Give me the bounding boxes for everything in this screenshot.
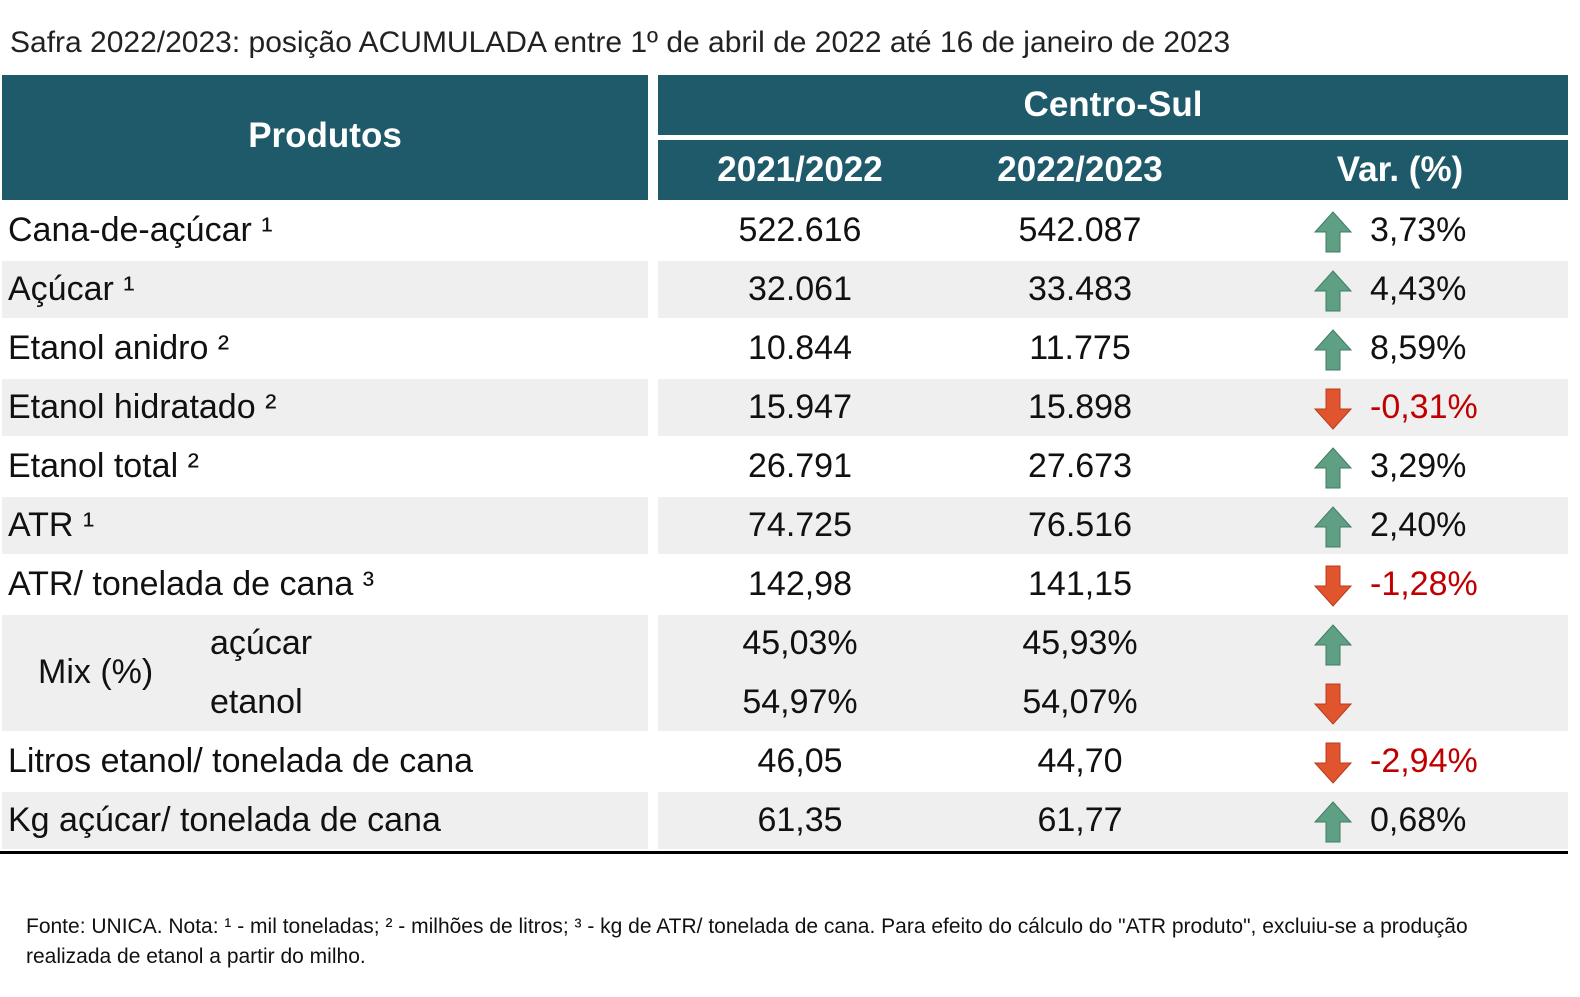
footnote: Fonte: UNICA. Nota: ¹ - mil toneladas; ²… xyxy=(26,915,1468,968)
value: 141,15 xyxy=(1028,565,1132,603)
row-label: ATR/ tonelada de cana ³ xyxy=(8,565,375,603)
row-label: Etanol total ² xyxy=(8,447,199,485)
row-bg xyxy=(2,261,648,318)
value: 61,77 xyxy=(1037,801,1123,839)
value: 142,98 xyxy=(748,565,852,603)
variation: 8,59% xyxy=(1370,329,1467,367)
value: 74.725 xyxy=(748,506,852,544)
variation: 3,29% xyxy=(1370,447,1467,485)
row-label: Litros etanol/ tonelada de cana xyxy=(8,742,474,780)
value: 15.947 xyxy=(748,388,852,426)
arrow-down xyxy=(1313,683,1353,725)
row-label: etanol xyxy=(210,683,303,721)
variation: -0,31% xyxy=(1370,388,1478,426)
arrow-up xyxy=(1313,270,1353,312)
header-col: 2022/2023 xyxy=(997,150,1163,189)
header-cell xyxy=(658,75,1568,135)
arrow-shape xyxy=(1313,624,1353,666)
arrow-down xyxy=(1313,565,1353,607)
header-cell xyxy=(658,140,1568,200)
group-label: Mix (%) xyxy=(38,653,154,691)
row-label: Açúcar ¹ xyxy=(8,270,135,308)
row-bg xyxy=(2,792,648,849)
arrow-up xyxy=(1313,447,1353,489)
row-label: ATR ¹ xyxy=(8,506,95,544)
variation: 4,43% xyxy=(1370,270,1467,308)
arrow-down xyxy=(1313,388,1353,430)
row-bg xyxy=(2,615,648,731)
arrow-shape xyxy=(1313,683,1353,725)
variation: 2,40% xyxy=(1370,506,1467,544)
variation: 0,68% xyxy=(1370,801,1467,839)
value: 61,35 xyxy=(757,801,843,839)
arrow-up xyxy=(1313,801,1353,843)
row-bg xyxy=(2,379,648,436)
arrow-shape xyxy=(1313,270,1353,312)
value: 32.061 xyxy=(748,270,852,308)
bottom-rule xyxy=(0,851,1568,854)
value: 45,93% xyxy=(1022,624,1138,662)
arrow-down xyxy=(1313,742,1353,784)
arrow-shape xyxy=(1313,801,1353,843)
arrow-shape xyxy=(1313,329,1353,371)
row-label: Etanol hidratado ² xyxy=(8,388,277,426)
row-label: Cana-de-açúcar ¹ xyxy=(8,211,273,249)
value: 27.673 xyxy=(1028,447,1132,485)
arrow-up xyxy=(1313,211,1353,253)
value: 11.775 xyxy=(1029,329,1131,367)
row-label: açúcar xyxy=(210,624,313,662)
row-bg xyxy=(2,497,648,554)
row-bg xyxy=(658,615,1568,731)
value: 26.791 xyxy=(748,447,852,485)
arrow-shape xyxy=(1313,388,1353,430)
variation: -1,28% xyxy=(1370,565,1478,603)
arrow-shape xyxy=(1313,211,1353,253)
header-col: Var. (%) xyxy=(1336,150,1464,189)
value: 522.616 xyxy=(738,211,862,249)
arrow-shape xyxy=(1313,506,1353,548)
value: 44,70 xyxy=(1037,742,1123,780)
arrow-shape xyxy=(1313,447,1353,489)
arrow-shape xyxy=(1313,565,1353,607)
header-cell xyxy=(2,75,648,200)
variation: 3,73% xyxy=(1370,211,1467,249)
header-products: Produtos xyxy=(248,116,402,155)
row-bg xyxy=(658,497,1568,554)
row-bg xyxy=(658,261,1568,318)
value: 15.898 xyxy=(1028,388,1132,426)
title: Safra 2022/2023: posição ACUMULADA entre… xyxy=(10,26,1231,59)
arrow-up xyxy=(1313,624,1353,666)
row-label: Etanol anidro ² xyxy=(8,329,230,367)
row-bg xyxy=(658,379,1568,436)
row-bg xyxy=(658,792,1568,849)
value: 10.844 xyxy=(748,329,852,367)
variation: -2,94% xyxy=(1370,742,1478,780)
value: 46,05 xyxy=(757,742,843,780)
value: 33.483 xyxy=(1028,270,1132,308)
arrow-up xyxy=(1313,506,1353,548)
header-col: 2021/2022 xyxy=(717,150,883,189)
value: 54,97% xyxy=(742,683,858,721)
arrow-shape xyxy=(1313,742,1353,784)
value: 542.087 xyxy=(1018,211,1142,249)
value: 54,07% xyxy=(1022,683,1138,721)
row-label: Kg açúcar/ tonelada de cana xyxy=(8,801,441,839)
value: 76.516 xyxy=(1028,506,1132,544)
value: 45,03% xyxy=(742,624,858,662)
header-region: Centro-Sul xyxy=(1023,85,1203,124)
arrow-up xyxy=(1313,329,1353,371)
